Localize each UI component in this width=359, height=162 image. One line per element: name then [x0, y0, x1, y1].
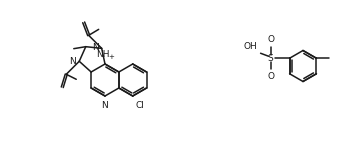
Text: +: + [108, 54, 114, 60]
Text: Cl: Cl [136, 101, 145, 110]
Text: O: O [267, 72, 274, 81]
Text: N: N [92, 43, 99, 52]
Text: S: S [268, 54, 274, 63]
Text: N: N [70, 57, 76, 66]
Text: OH: OH [244, 42, 257, 51]
Text: NH: NH [96, 50, 110, 59]
Text: O: O [267, 35, 274, 44]
Text: N: N [102, 101, 108, 110]
